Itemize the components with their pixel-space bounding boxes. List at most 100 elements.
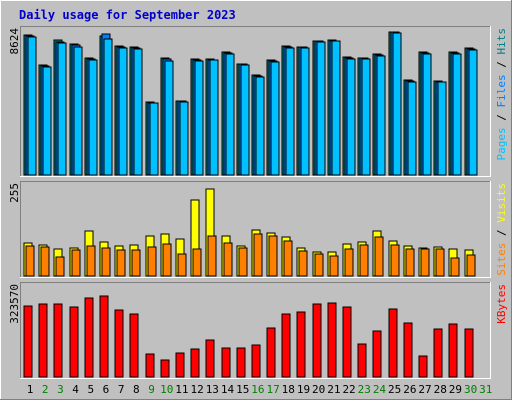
- bar-sites-day-27: [420, 248, 430, 277]
- bar-sites-day-8: [131, 249, 141, 277]
- panel-hits: 8624 Pages / Files / Hits: [8, 26, 508, 177]
- bar-pages-day-29: [452, 53, 462, 176]
- day-label-30: 30: [464, 383, 477, 396]
- ymax-label-hits: 8624: [8, 28, 21, 55]
- bar-pages-day-4: [73, 46, 83, 176]
- legend-separator: /: [495, 108, 508, 128]
- bar-pages-day-11: [179, 101, 189, 176]
- day-label-31: 31: [479, 383, 492, 396]
- bar-pages-day-21: [331, 40, 341, 176]
- bar-pages-day-25: [392, 32, 402, 176]
- bar-sites-day-15: [238, 247, 248, 277]
- day-label-17: 17: [266, 383, 279, 396]
- day-axis: 1 2 3 4 5 6 7 8 9 10 11 12 13 14 15 16 17 18 19 20 21 22 23 24 2…: [27, 383, 493, 396]
- bar-kbytes-day-3: [53, 303, 63, 378]
- bar-sites-day-2: [40, 246, 50, 277]
- bar-sites-day-12: [192, 248, 202, 277]
- bar-sites-day-7: [116, 249, 126, 277]
- panel-visits: 255 Sites / Visits: [8, 181, 508, 278]
- bar-sites-day-3: [55, 256, 65, 277]
- bar-pages-day-9: [149, 102, 159, 176]
- bar-kbytes-day-15: [236, 347, 246, 378]
- bar-kbytes-day-14: [221, 347, 231, 378]
- bar-sites-day-10: [162, 243, 172, 277]
- day-label-22: 22: [342, 383, 355, 396]
- bar-kbytes-day-5: [84, 297, 94, 378]
- legend-item-hits: Hits: [495, 28, 508, 55]
- bar-pages-day-22: [346, 58, 356, 176]
- bar-pages-day-7: [118, 47, 128, 176]
- bar-sites-day-28: [435, 248, 445, 277]
- day-label-12: 12: [191, 383, 204, 396]
- day-label-2: 2: [42, 383, 49, 396]
- bar-pages-day-24: [376, 55, 386, 176]
- bar-pages-day-3: [57, 42, 67, 176]
- bar-sites-day-21: [329, 255, 339, 277]
- bar-kbytes-day-9: [145, 353, 155, 378]
- bar-sites-day-9: [147, 246, 157, 277]
- bar-pages-day-14: [225, 53, 235, 176]
- bar-sites-day-17: [268, 235, 278, 277]
- day-label-23: 23: [358, 383, 371, 396]
- day-label-29: 29: [449, 383, 462, 396]
- bar-pages-day-30: [468, 49, 478, 176]
- bar-pages-day-19: [300, 47, 310, 176]
- series-pages: [27, 32, 478, 176]
- day-label-9: 9: [148, 383, 155, 396]
- bar-sites-day-20: [314, 253, 324, 277]
- bar-pages-day-26: [407, 81, 417, 176]
- bar-kbytes-day-1: [23, 305, 33, 378]
- bar-sites-day-1: [25, 245, 35, 277]
- legend-item-sites: Sites: [495, 243, 508, 276]
- bar-kbytes-day-12: [190, 348, 200, 378]
- bar-pages-day-18: [285, 47, 295, 176]
- day-label-3: 3: [57, 383, 64, 396]
- bar-kbytes-day-30: [464, 328, 474, 378]
- day-label-25: 25: [388, 383, 401, 396]
- day-label-8: 8: [133, 383, 140, 396]
- series-sites: [25, 233, 476, 277]
- bar-pages-day-13: [209, 59, 219, 176]
- bar-kbytes-day-28: [433, 328, 443, 378]
- bar-pages-day-10: [164, 60, 174, 176]
- day-label-18: 18: [282, 383, 295, 396]
- legend-kbytes: KBytes: [495, 284, 508, 324]
- bar-pages-day-1: [27, 36, 37, 176]
- bar-kbytes-day-10: [160, 359, 170, 378]
- bar-sites-day-23: [359, 244, 369, 277]
- legend-item-files: Files: [495, 74, 508, 107]
- day-label-27: 27: [418, 383, 431, 396]
- bar-kbytes-day-8: [129, 313, 139, 378]
- bar-kbytes-day-4: [69, 306, 79, 378]
- day-label-7: 7: [118, 383, 125, 396]
- bar-kbytes-day-23: [357, 343, 367, 378]
- day-label-4: 4: [72, 383, 79, 396]
- bar-kbytes-day-19: [296, 311, 306, 378]
- bar-pages-day-15: [240, 64, 250, 176]
- bar-sites-day-24: [374, 236, 384, 277]
- bar-sites-day-5: [86, 245, 96, 277]
- bar-kbytes-day-25: [388, 308, 398, 378]
- bar-pages-day-5: [88, 59, 98, 176]
- bar-pages-day-12: [194, 60, 204, 176]
- day-label-16: 16: [251, 383, 264, 396]
- bar-sites-day-6: [101, 247, 111, 277]
- bar-sites-day-25: [390, 244, 400, 277]
- legend-separator: /: [495, 55, 508, 75]
- day-label-28: 28: [434, 383, 447, 396]
- legend-item-visits: Visits: [495, 183, 508, 223]
- ymax-label-visits: 255: [8, 183, 21, 203]
- bar-sites-day-29: [450, 257, 460, 277]
- bar-kbytes-day-2: [38, 303, 48, 378]
- day-label-24: 24: [373, 383, 387, 396]
- bar-kbytes-day-7: [114, 309, 124, 378]
- bar-sites-day-22: [344, 248, 354, 277]
- bar-pages-day-20: [316, 41, 326, 176]
- bar-kbytes-day-24: [372, 330, 382, 378]
- bar-kbytes-day-20: [312, 303, 322, 378]
- bar-pages-day-23: [361, 58, 371, 176]
- bar-kbytes-day-26: [403, 322, 413, 378]
- bar-kbytes-day-17: [266, 327, 276, 378]
- bar-kbytes-day-11: [175, 352, 185, 378]
- panel-kbytes: 323570 KBytes: [8, 282, 508, 379]
